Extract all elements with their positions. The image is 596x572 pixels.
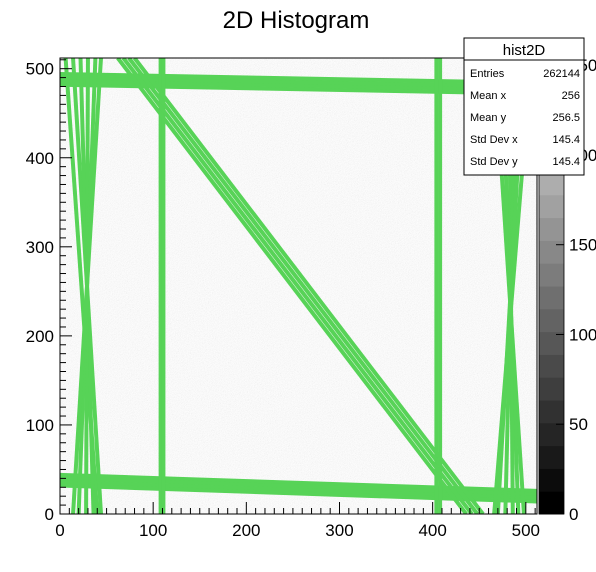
colorbar-band: [539, 445, 564, 469]
overlay-line: [127, 58, 479, 514]
x-tick-label: 100: [139, 521, 167, 540]
colorbar-tick-label: 0: [569, 505, 578, 524]
colorbar-band: [539, 194, 564, 219]
stats-value: 145.4: [552, 134, 580, 146]
x-axis: 0 100 200 300 400 500: [55, 502, 540, 540]
y-tick-label: 300: [26, 238, 54, 257]
y-tick-label: 100: [26, 416, 54, 435]
stats-label: Std Dev x: [470, 134, 518, 146]
stats-label: Entries: [470, 68, 505, 80]
colorbar-band: [539, 308, 564, 333]
colorbar-band: [539, 331, 564, 355]
colorbar-tick-label: 100: [569, 325, 596, 344]
stats-label: Mean x: [470, 90, 507, 102]
overlay-line: [116, 58, 468, 514]
colorbar-band: [539, 422, 564, 447]
colorbar-band: [539, 377, 564, 401]
stats-box-title: hist2D: [503, 42, 546, 59]
colorbar-tick-label: 150: [569, 236, 596, 255]
stats-box-frame: [463, 37, 585, 176]
x-tick-label: 200: [232, 521, 260, 540]
overlay-line: [60, 483, 537, 504]
overlay-line: [121, 58, 474, 514]
colorbar-band: [539, 354, 564, 378]
stats-box: hist2D Entries 262144 Mean x 256 Mean y …: [463, 37, 585, 176]
colorbar-band: [539, 263, 564, 287]
stats-label: Mean y: [470, 112, 507, 124]
colorbar-band: [539, 172, 564, 196]
colorbar-band: [539, 217, 564, 241]
y-tick-label: 500: [26, 60, 54, 79]
colorbar-band: [539, 468, 564, 492]
stats-row: Mean y 256.5: [470, 112, 580, 124]
y-axis: 0 100 200 300 400 500: [26, 59, 72, 524]
stats-value: 145.4: [552, 156, 580, 168]
overlay-line: [60, 72, 537, 85]
stats-row: Std Dev y 145.4: [470, 156, 580, 168]
x-tick-label: 0: [55, 521, 64, 540]
y-tick-label: 400: [26, 149, 54, 168]
overlay-line: [60, 79, 537, 93]
overlay-line: [71, 58, 103, 514]
stats-label: Std Dev y: [470, 156, 518, 168]
chart-title: 2D Histogram: [223, 7, 370, 34]
colorbar-band: [539, 240, 564, 264]
y-tick-label: 200: [26, 327, 54, 346]
colorbar-band: [539, 491, 564, 515]
stats-value: 256.5: [552, 112, 580, 124]
colorbar-tick-label: 50: [569, 415, 588, 434]
stats-value: 262144: [543, 68, 580, 80]
overlay-lines: [60, 58, 537, 514]
overlay-line: [60, 476, 537, 497]
y-tick-label: 0: [45, 505, 54, 524]
stats-row: Entries 262144: [470, 68, 580, 80]
x-tick-label: 300: [325, 521, 353, 540]
x-tick-label: 500: [512, 521, 540, 540]
x-tick-label: 400: [418, 521, 446, 540]
colorbar-band: [539, 400, 564, 424]
stats-row: Mean x 256: [470, 90, 580, 102]
plot-border: [59, 57, 538, 515]
stats-value: 256: [562, 90, 580, 102]
colorbar-band: [539, 286, 564, 310]
overlay-line: [132, 58, 485, 514]
stats-row: Std Dev x 145.4: [470, 134, 580, 146]
